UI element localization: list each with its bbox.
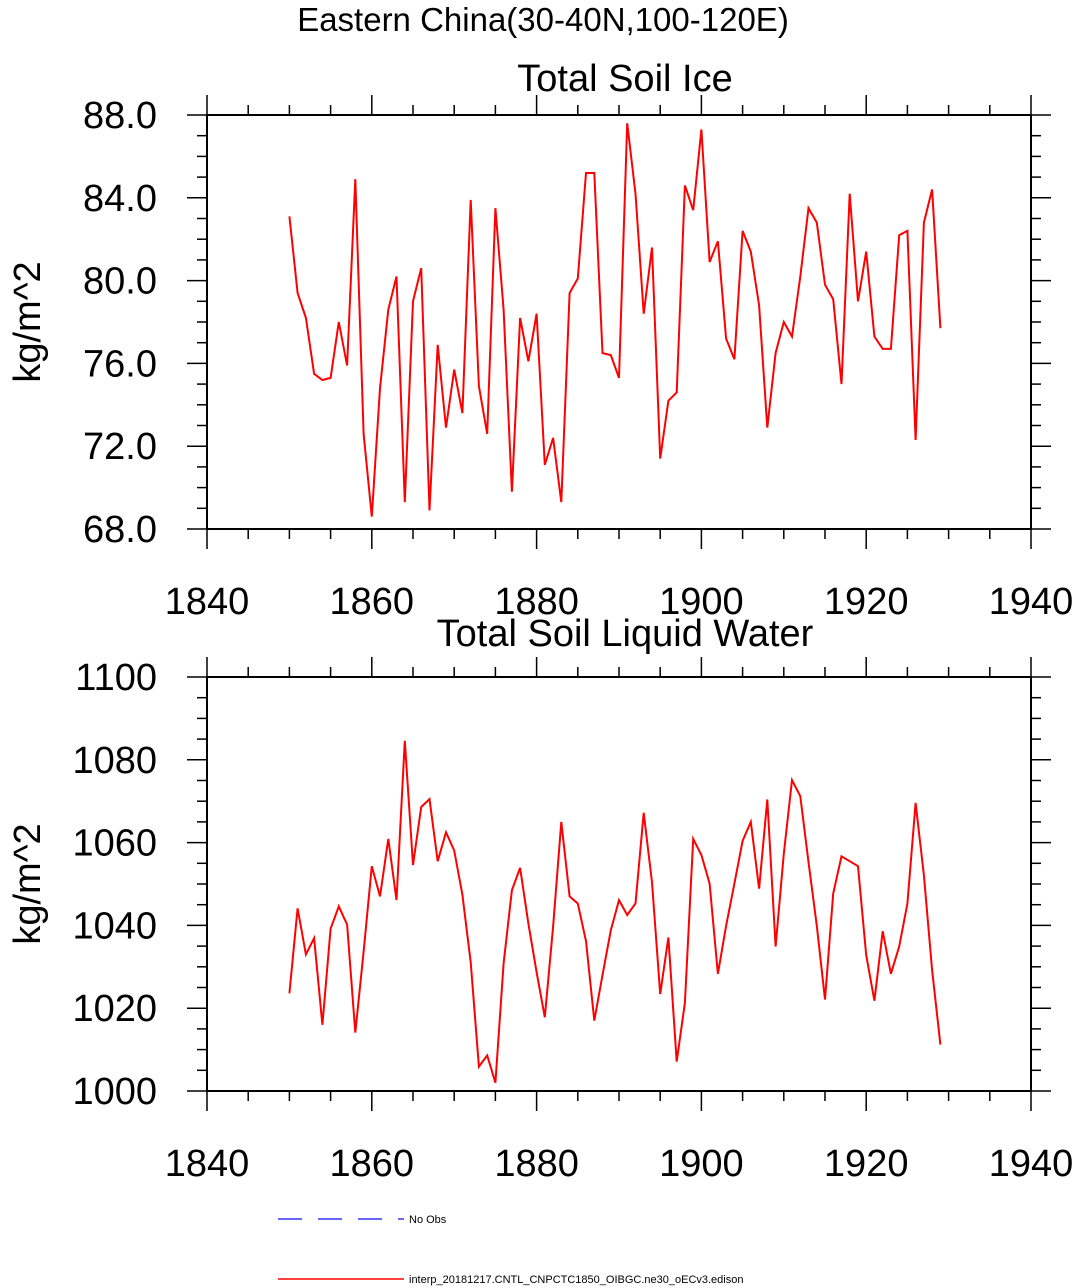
soil-ice-x-tick-label: 1840: [165, 581, 250, 623]
soil-water-series-line: [288, 740, 942, 1083]
soil-ice-y-axis-label: kg/m^2: [7, 261, 49, 382]
soil-liquid-water-panel: Total Soil Liquid Water 1840 1860 1880 1900 1…: [7, 613, 1073, 1185]
soil-water-x-tick-label: 1840: [165, 1143, 250, 1185]
legend-no-obs-label: No Obs: [409, 1214, 447, 1226]
soil-ice-x-tick-label: 1940: [989, 581, 1074, 623]
soil-water-y-tick-label: 1000: [72, 1071, 157, 1113]
legend: No Obs interp_20181217.CNTL_CNPCTC1850_O…: [278, 1214, 743, 1286]
soil-ice-panel: Total Soil Ice 1840 1860 1880 1900 1920 1940 68…: [7, 58, 1073, 623]
legend-model-label: interp_20181217.CNTL_CNPCTC1850_OIBGC.ne…: [409, 1274, 743, 1286]
soil-water-y-tick-label: 1060: [72, 823, 157, 865]
soil-ice-x-tick-label: 1900: [659, 581, 744, 623]
soil-water-y-tick-label: 1040: [72, 905, 157, 947]
soil-water-x-tick-label: 1920: [824, 1143, 909, 1185]
soil-water-x-tick-label: 1880: [494, 1143, 579, 1185]
soil-water-x-tick-label: 1860: [330, 1143, 415, 1185]
soil-water-y-axis-label: kg/m^2: [7, 823, 49, 944]
soil-ice-y-tick-label: 84.0: [83, 178, 157, 220]
soil-ice-y-tick-label: 68.0: [83, 509, 157, 551]
soil-ice-x-tick-label: 1920: [824, 581, 909, 623]
soil-water-y-tick-label: 1080: [72, 740, 157, 782]
figure-title: Eastern China(30-40N,100-120E): [297, 1, 789, 38]
soil-water-x-tick-label: 1900: [659, 1143, 744, 1185]
soil-water-y-tick-label: 1020: [72, 988, 157, 1030]
soil-ice-y-tick-label: 76.0: [83, 343, 157, 385]
soil-ice-y-tick-label: 88.0: [83, 95, 157, 137]
soil-ice-series-line: [288, 123, 942, 517]
soil-ice-y-tick-label: 80.0: [83, 261, 157, 303]
soil-ice-x-tick-label: 1880: [494, 581, 579, 623]
soil-water-y-tick-label: 1100: [75, 657, 157, 699]
soil-ice-title: Total Soil Ice: [517, 58, 732, 100]
soil-ice-x-tick-label: 1860: [330, 581, 415, 623]
soil-water-x-tick-label: 1940: [989, 1143, 1074, 1185]
soil-water-title: Total Soil Liquid Water: [437, 613, 814, 655]
soil-ice-y-tick-label: 72.0: [83, 426, 157, 468]
